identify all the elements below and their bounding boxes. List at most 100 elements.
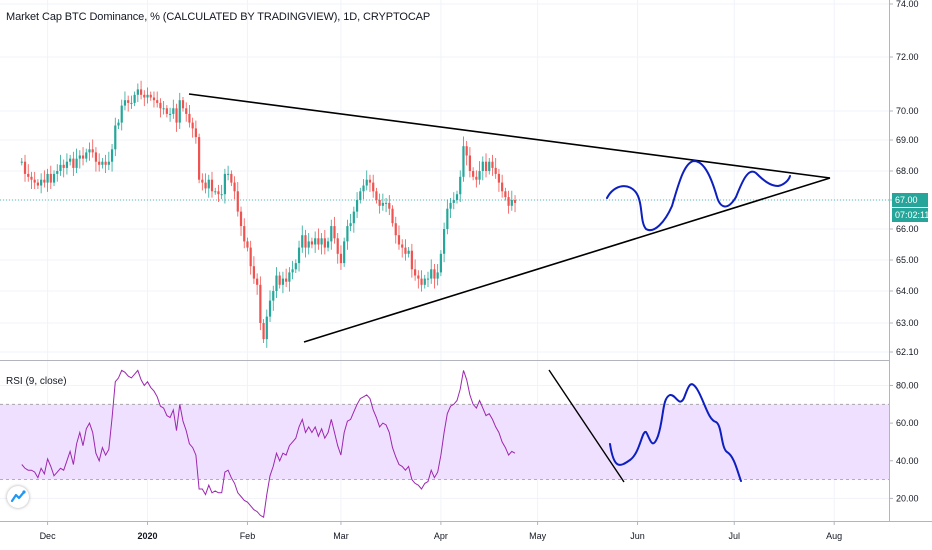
candle-body bbox=[123, 100, 127, 106]
candle-body bbox=[513, 200, 517, 203]
rsi-tick-label: 40.00 bbox=[896, 456, 919, 466]
rsi-tick-label: 20.00 bbox=[896, 493, 919, 503]
candle-body bbox=[133, 94, 136, 103]
time-tick-label: Apr bbox=[434, 531, 448, 541]
candle-body bbox=[181, 100, 185, 109]
time-tick-label: Mar bbox=[333, 531, 349, 541]
candle-body bbox=[304, 235, 307, 248]
candle-body bbox=[65, 161, 69, 168]
candle-body bbox=[210, 179, 214, 192]
rsi-line bbox=[21, 369, 516, 518]
candle-body bbox=[107, 161, 110, 165]
candlestick-series bbox=[0, 80, 889, 348]
candle-body bbox=[352, 211, 355, 224]
candle-body bbox=[378, 200, 381, 206]
candle-body bbox=[143, 94, 146, 98]
upper-trendline bbox=[188, 93, 831, 179]
candle-body bbox=[468, 155, 472, 171]
candle-body bbox=[175, 108, 178, 123]
candle-body bbox=[388, 202, 391, 209]
candle-body bbox=[407, 250, 410, 254]
candle-body bbox=[359, 191, 362, 200]
candle-body bbox=[69, 158, 72, 162]
candle-body bbox=[262, 323, 265, 340]
candle-body bbox=[220, 194, 223, 196]
candle-body bbox=[368, 179, 372, 183]
candle-body bbox=[236, 191, 239, 212]
candle-body bbox=[372, 182, 375, 192]
lower-trendline bbox=[303, 177, 831, 343]
time-tick-label: Feb bbox=[240, 531, 256, 541]
candle-body bbox=[98, 161, 101, 165]
candle-body bbox=[510, 200, 513, 206]
price-tick-label: 66.00 bbox=[896, 224, 919, 234]
candle-body bbox=[217, 191, 220, 195]
candle-body bbox=[33, 179, 36, 183]
candle-body bbox=[481, 161, 484, 171]
candle-body bbox=[333, 226, 336, 239]
candle-body bbox=[275, 275, 278, 291]
time-tick-label: 2020 bbox=[138, 531, 158, 541]
candle-body bbox=[156, 100, 159, 103]
candle-body bbox=[394, 223, 397, 236]
candle-body bbox=[462, 146, 465, 177]
candle-body bbox=[59, 164, 62, 171]
candle-body bbox=[230, 173, 233, 183]
candle-body bbox=[307, 241, 310, 248]
candle-body bbox=[136, 89, 139, 95]
candle-body bbox=[365, 179, 368, 186]
candle-body bbox=[507, 197, 510, 206]
candle-body bbox=[204, 182, 207, 189]
candle-body bbox=[214, 191, 217, 193]
projection-curve bbox=[606, 159, 791, 232]
candle-body bbox=[146, 94, 149, 98]
candle-body bbox=[49, 173, 52, 183]
candle-body bbox=[198, 137, 201, 180]
candle-body bbox=[139, 89, 143, 95]
candle-body bbox=[259, 284, 262, 323]
price-tick-label: 65.00 bbox=[896, 255, 919, 265]
candle-body bbox=[472, 171, 475, 177]
price-tick-label: 62.10 bbox=[896, 347, 919, 357]
time-tick-label: Jun bbox=[630, 531, 645, 541]
candle-body bbox=[417, 275, 420, 279]
candle-body bbox=[475, 176, 478, 180]
candle-body bbox=[243, 226, 246, 242]
candle-body bbox=[288, 272, 291, 282]
candle-body bbox=[56, 171, 59, 174]
candle-body bbox=[120, 105, 123, 123]
candle-body bbox=[101, 161, 104, 165]
candle-body bbox=[430, 269, 433, 279]
candle-body bbox=[252, 266, 256, 279]
candle-body bbox=[72, 158, 75, 168]
price-tick-label: 68.00 bbox=[896, 166, 919, 176]
rsi-series bbox=[21, 369, 516, 518]
candle-body bbox=[375, 191, 378, 200]
price-tick-label: 64.00 bbox=[896, 286, 919, 296]
candle-body bbox=[404, 247, 407, 254]
candle-body bbox=[46, 173, 49, 183]
candle-body bbox=[491, 161, 494, 168]
tradingview-logo[interactable] bbox=[7, 486, 29, 508]
candle-body bbox=[314, 238, 317, 245]
candle-body bbox=[301, 235, 304, 248]
candle-body bbox=[336, 238, 339, 254]
candle-body bbox=[501, 182, 504, 192]
candle-body bbox=[110, 149, 114, 162]
candle-body bbox=[249, 247, 252, 267]
candle-body bbox=[239, 211, 243, 227]
countdown-tag: 07:02:11 bbox=[892, 208, 929, 222]
candle-body bbox=[433, 269, 436, 279]
candle-body bbox=[246, 241, 249, 248]
rsi-trendline bbox=[548, 369, 625, 483]
candle-body bbox=[401, 244, 404, 248]
candle-body bbox=[420, 278, 423, 285]
candle-body bbox=[62, 164, 65, 168]
candle-body bbox=[426, 278, 430, 280]
candle-body bbox=[443, 229, 446, 254]
candle-body bbox=[149, 94, 152, 98]
candle-body bbox=[310, 241, 314, 245]
